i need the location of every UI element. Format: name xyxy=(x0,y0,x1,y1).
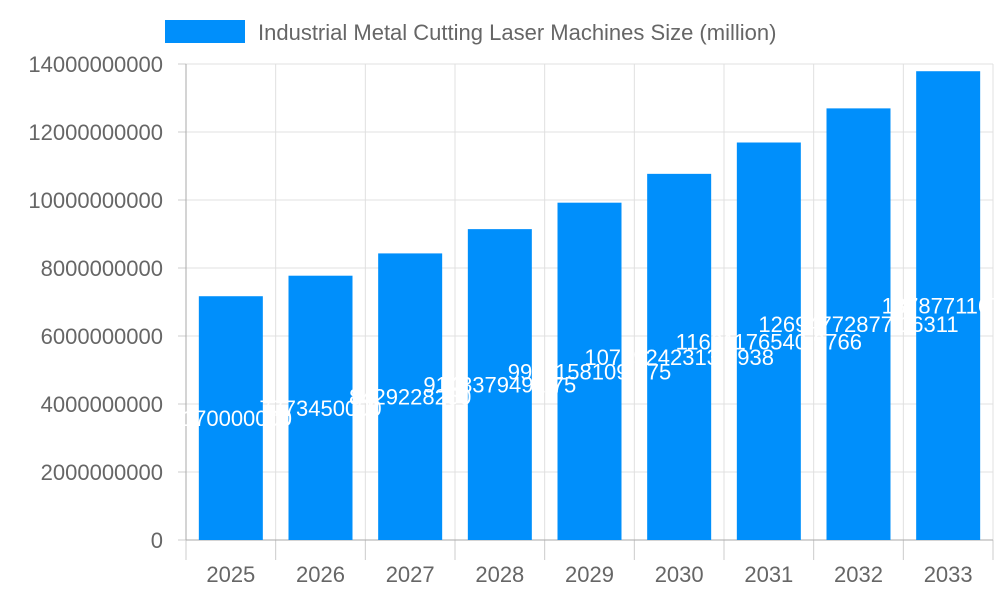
bar-2027 xyxy=(378,253,443,540)
y-tick-label: 6000000000 xyxy=(41,324,163,349)
y-axis: 0 2000000000 4000000000 6000000000 800000000… xyxy=(28,52,187,553)
data-label-2033: 13787711677 xyxy=(882,294,1000,319)
bar-2031 xyxy=(736,142,801,540)
bar-2032 xyxy=(826,108,891,541)
x-tick-label: 2033 xyxy=(924,562,973,587)
y-tick-label: 14000000000 xyxy=(28,52,163,77)
legend[interactable]: Industrial Metal Cutting Laser Machines … xyxy=(165,20,776,45)
data-label-2031: 11691176540.9766 xyxy=(676,329,862,354)
x-tick-label: 2025 xyxy=(206,562,255,587)
y-tick-label: 10000000000 xyxy=(28,188,163,213)
data-labels: 7170000000777345000084292282509143379491… xyxy=(170,294,1000,432)
x-tick-label: 2032 xyxy=(834,562,883,587)
legend-swatch xyxy=(165,20,245,43)
x-tick-label: 2026 xyxy=(296,562,345,587)
y-tick-label: 0 xyxy=(151,528,163,553)
bar-2025 xyxy=(198,296,263,540)
x-axis: 2025 2026 2027 2028 2029 2030 2031 2032 2033 xyxy=(185,539,994,587)
x-tick-label: 2027 xyxy=(386,562,435,587)
y-tick-label: 2000000000 xyxy=(41,460,163,485)
data-label-2027: 8429228250 xyxy=(349,385,471,410)
data-label-2025: 7170000000 xyxy=(170,406,292,431)
bars xyxy=(198,71,981,541)
x-tick-label: 2030 xyxy=(655,562,704,587)
y-tick-label: 12000000000 xyxy=(28,120,163,145)
data-label-2026: 7773450000 xyxy=(259,396,381,421)
x-tick-label: 2031 xyxy=(744,562,793,587)
data-label-2030: 10769242313.5938 xyxy=(584,345,774,370)
bar-2030 xyxy=(647,173,712,540)
bar-2033 xyxy=(916,71,981,540)
data-label-2029: 9921158109.375 xyxy=(508,359,672,384)
x-tick-label: 2028 xyxy=(475,562,524,587)
bar-2028 xyxy=(467,229,532,540)
data-label-2028: 9143379491.75 xyxy=(423,373,576,398)
bar-2026 xyxy=(288,275,353,540)
bar-2029 xyxy=(557,202,622,541)
data-label-2032: 12694772877.16311 xyxy=(758,312,958,337)
y-tick-label: 4000000000 xyxy=(41,392,163,417)
x-tick-label: 2029 xyxy=(565,562,614,587)
y-tick-label: 8000000000 xyxy=(41,256,163,281)
legend-label: Industrial Metal Cutting Laser Machines … xyxy=(258,20,776,45)
